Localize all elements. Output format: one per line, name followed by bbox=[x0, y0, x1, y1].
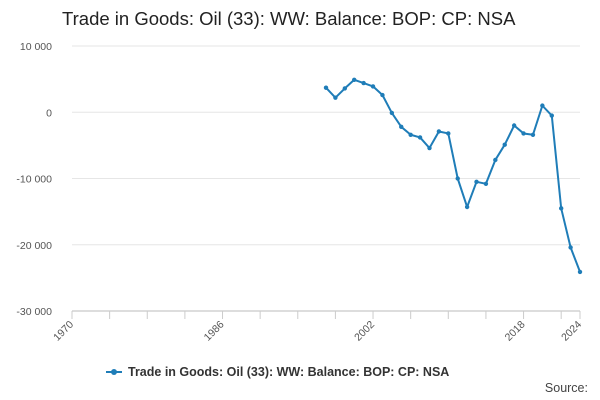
series-group bbox=[323, 77, 583, 275]
data-point[interactable] bbox=[549, 113, 554, 118]
x-tick-label: 2024 bbox=[559, 319, 584, 344]
chart-title: Trade in Goods: Oil (33): WW: Balance: B… bbox=[62, 8, 516, 29]
data-point[interactable] bbox=[502, 142, 507, 147]
data-point[interactable] bbox=[511, 123, 517, 128]
data-point[interactable] bbox=[464, 204, 470, 210]
data-point[interactable] bbox=[455, 176, 460, 181]
x-axis: 1970 1986 2002 2018 2024 bbox=[51, 311, 584, 344]
data-point[interactable] bbox=[540, 103, 545, 108]
data-point[interactable] bbox=[342, 86, 348, 91]
data-point[interactable] bbox=[361, 80, 366, 86]
y-tick-label: -30 000 bbox=[16, 306, 52, 318]
legend[interactable]: Trade in Goods: Oil (33): WW: Balance: B… bbox=[106, 365, 449, 379]
y-tick-label: -10 000 bbox=[16, 174, 52, 186]
y-tick-label: 0 bbox=[46, 107, 52, 119]
data-point[interactable] bbox=[389, 110, 395, 116]
data-point[interactable] bbox=[323, 85, 329, 90]
data-point[interactable] bbox=[352, 77, 357, 82]
data-point[interactable] bbox=[427, 145, 432, 151]
x-tick-label: 2002 bbox=[352, 319, 377, 344]
data-point[interactable] bbox=[436, 129, 442, 134]
data-point[interactable] bbox=[417, 135, 423, 140]
data-point[interactable] bbox=[370, 84, 376, 89]
y-axis-ticks: 10 000 0 -10 000 -20 000 -30 000 bbox=[16, 41, 52, 318]
data-point[interactable] bbox=[408, 132, 413, 137]
data-point[interactable] bbox=[493, 157, 498, 163]
source-label: Source: bbox=[544, 381, 588, 395]
x-tick-label: 2018 bbox=[503, 319, 528, 344]
data-point[interactable] bbox=[568, 245, 573, 250]
x-tick-label: 1986 bbox=[202, 319, 227, 344]
gridlines bbox=[72, 45, 580, 312]
data-point[interactable] bbox=[333, 95, 338, 100]
data-point[interactable] bbox=[530, 132, 536, 137]
data-point[interactable] bbox=[380, 92, 385, 98]
data-point[interactable] bbox=[577, 269, 583, 275]
series-line bbox=[325, 78, 581, 273]
y-tick-label: 10 000 bbox=[20, 41, 52, 53]
data-point[interactable] bbox=[483, 181, 489, 186]
x-tick-label: 1970 bbox=[51, 319, 76, 344]
data-point[interactable] bbox=[399, 124, 404, 130]
legend-line-marker-icon bbox=[106, 367, 122, 377]
legend-label: Trade in Goods: Oil (33): WW: Balance: B… bbox=[128, 365, 450, 379]
data-point[interactable] bbox=[446, 131, 451, 136]
data-point[interactable] bbox=[521, 131, 526, 136]
data-point[interactable] bbox=[558, 206, 564, 211]
y-tick-label: -20 000 bbox=[16, 240, 52, 252]
data-point[interactable] bbox=[474, 179, 479, 185]
